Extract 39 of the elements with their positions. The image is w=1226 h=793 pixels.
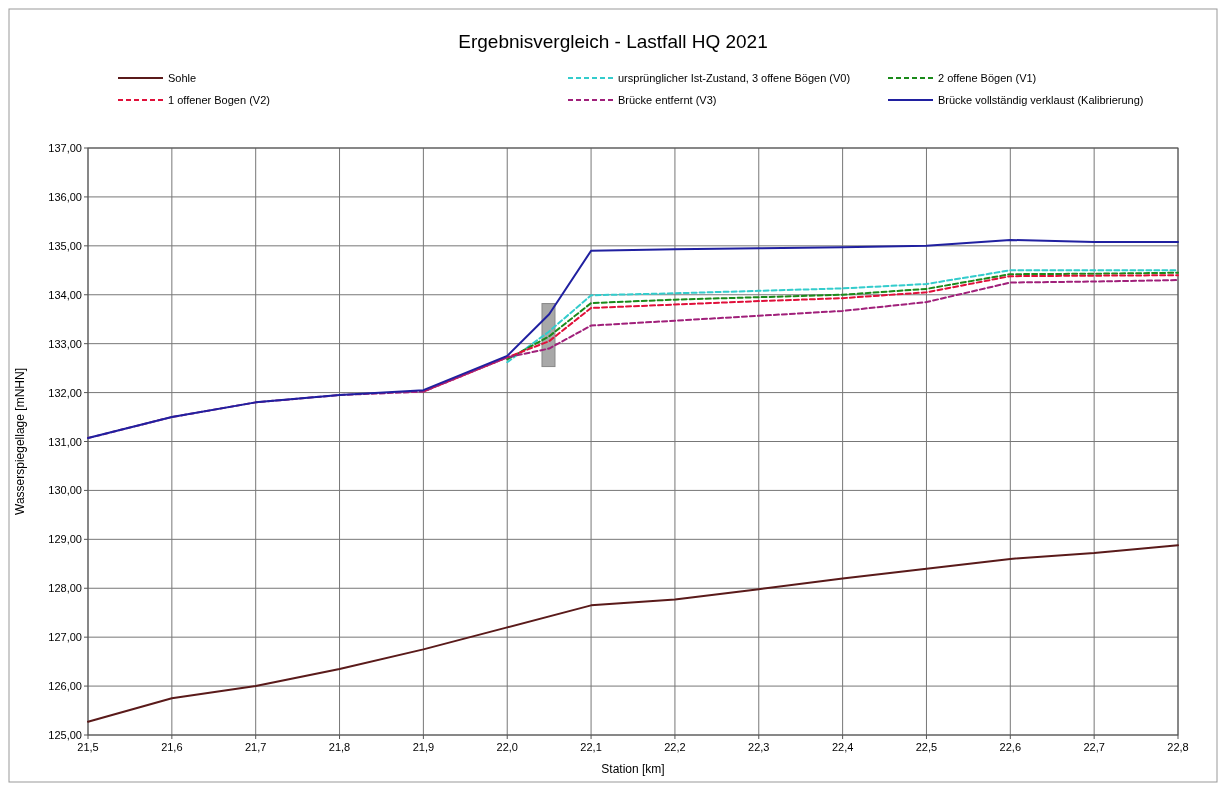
y-tick-label: 136,00	[48, 190, 82, 203]
x-tick-label: 21,5	[77, 741, 99, 753]
y-tick-label: 129,00	[48, 533, 82, 546]
x-tick-label: 22,4	[831, 741, 854, 753]
legend-label: ursprünglicher Ist-Zustand, 3 offene Bögen (V0)	[618, 72, 851, 84]
x-tick-label: 22,7	[1083, 741, 1105, 753]
y-axis-title: Wasserspiegellage [mNHN]	[13, 368, 27, 515]
y-tick-label: 128,00	[48, 582, 82, 595]
legend-label: 1 offener Bogen (V2)	[168, 94, 270, 106]
line-series	[87, 544, 1179, 723]
x-tick-label: 22,2	[664, 741, 686, 753]
y-tick-label: 137,00	[48, 142, 82, 154]
y-tick-label: 125,00	[48, 729, 82, 741]
x-tick-label: 21,7	[244, 741, 267, 753]
y-tick-label: 126,00	[48, 680, 82, 693]
y-tick-label: 130,00	[48, 484, 82, 497]
line-series	[422, 274, 1179, 393]
chart-title: Ergebnisvergleich - Lastfall HQ 2021	[458, 31, 768, 52]
y-tick-label: 132,00	[48, 386, 82, 399]
legend-label: Sohle	[168, 72, 197, 84]
x-tick-label: 22,8	[1167, 741, 1189, 753]
y-tick-label: 131,00	[48, 435, 82, 448]
x-axis-title: Station [km]	[601, 762, 665, 776]
x-tick-label: 21,6	[161, 741, 183, 753]
y-tick-label: 135,00	[48, 239, 82, 252]
legend-label: 2 offene Bögen (V1)	[938, 72, 1037, 84]
y-tick-label: 133,00	[48, 337, 82, 350]
x-tick-label: 22,1	[580, 741, 602, 753]
y-tick-label: 134,00	[48, 288, 82, 301]
x-tick-label: 22,3	[748, 741, 770, 753]
x-tick-label: 22,5	[915, 741, 938, 753]
line-series	[87, 238, 1179, 440]
x-tick-label: 22,6	[999, 741, 1022, 753]
x-tick-label: 21,8	[328, 741, 351, 753]
x-tick-label: 21,9	[412, 741, 435, 753]
legend-label: Brücke vollständig verklaust (Kalibrierung)	[938, 94, 1144, 106]
y-tick-label: 127,00	[48, 631, 82, 644]
legend-label: Brücke entfernt (V3)	[618, 94, 717, 106]
x-tick-label: 22,0	[496, 741, 518, 753]
